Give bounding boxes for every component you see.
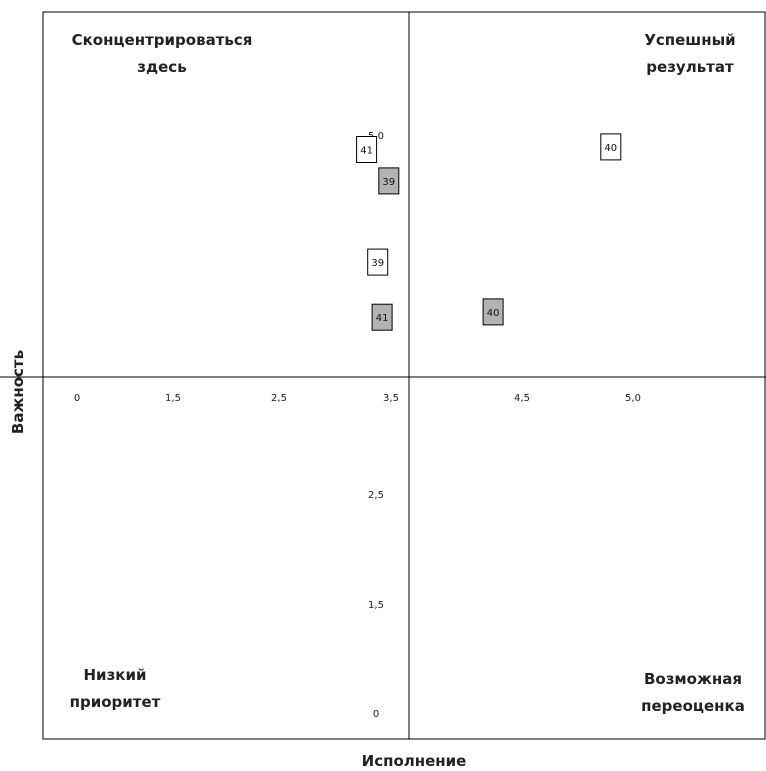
x-tick-label: 0 <box>74 393 80 404</box>
data-markers: 41 40 39 39 41 40 <box>356 133 622 331</box>
x-axis-title: Исполнение <box>362 752 467 770</box>
quadrant-label-bottom-right-line2: переоценка <box>641 697 745 715</box>
data-marker-box <box>356 136 378 163</box>
quadrant-label-bottom-left-line1: Низкий <box>84 666 147 684</box>
data-marker-white-40: 40 <box>600 133 622 161</box>
y-tick-labels: 5,04,52,51,50 <box>368 131 384 720</box>
quadrant-label-top-left-line2: здесь <box>137 58 186 76</box>
data-marker-white-41: 41 <box>356 136 378 163</box>
data-marker-label: 41 <box>360 146 373 157</box>
data-marker-gray-40: 40 <box>482 298 504 326</box>
data-marker-gray-41: 41 <box>371 303 393 331</box>
data-marker-box <box>600 133 622 161</box>
x-tick-label: 1,5 <box>165 393 181 404</box>
plot-frame <box>42 11 766 740</box>
quadrant-label-bottom-left-line2: приоритет <box>70 693 161 711</box>
x-tick-label: 2,5 <box>271 393 287 404</box>
data-marker-label: 40 <box>604 143 617 154</box>
quadrant-label-top-left-line1: Сконцентрироваться <box>72 31 253 49</box>
data-marker-label: 40 <box>487 308 500 319</box>
y-tick-label: 2,5 <box>368 490 384 501</box>
x-tick-label: 3,5 <box>383 393 399 404</box>
data-marker-box <box>371 303 393 331</box>
data-marker-label: 41 <box>376 313 389 324</box>
data-marker-box <box>482 298 504 326</box>
data-marker-label: 39 <box>371 258 384 269</box>
x-tick-label: 5,0 <box>625 393 641 404</box>
data-marker-gray-39: 39 <box>378 167 400 195</box>
x-tick-labels: 0 1,5 2,5 3,5 4,5 5,0 <box>74 393 641 404</box>
quadrant-label-bottom-right-line1: Возможная <box>644 670 742 688</box>
data-marker-box <box>378 167 400 195</box>
x-tick-label: 4,5 <box>514 393 530 404</box>
data-marker-box <box>367 248 389 276</box>
y-tick-label: 0 <box>373 709 379 720</box>
y-tick-label: 1,5 <box>368 600 384 611</box>
quadrant-label-top-right-line1: Успешный <box>644 31 735 49</box>
quadrant-label-top-right-line2: результат <box>646 58 734 76</box>
data-marker-label: 39 <box>382 177 395 188</box>
data-marker-white-39: 39 <box>367 248 389 276</box>
y-axis-title: Важность <box>9 350 27 434</box>
